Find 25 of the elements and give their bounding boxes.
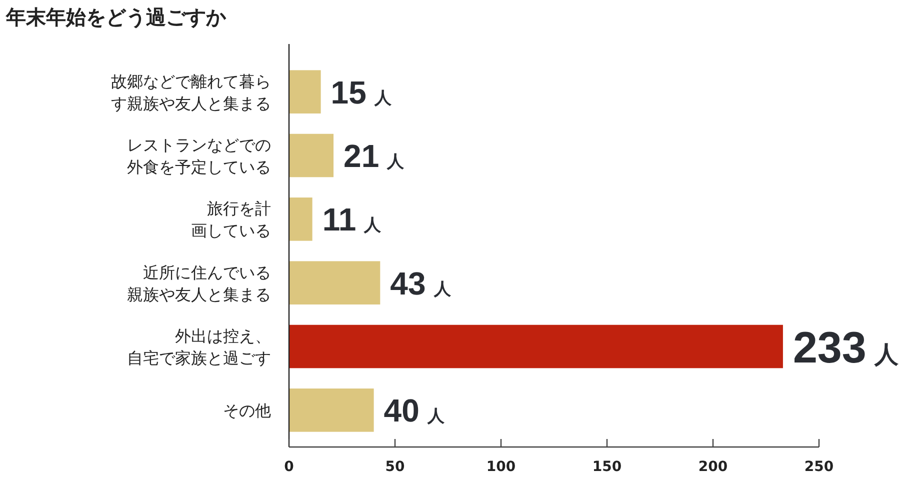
x-tick-label: 200	[698, 459, 728, 475]
bar	[289, 134, 334, 178]
data-label: 43 人	[390, 265, 452, 302]
x-tick-label: 250	[804, 459, 834, 475]
text: 年末年始をどう過ごすか	[5, 5, 227, 29]
data-label: 21 人	[344, 138, 406, 174]
y-tick-label: 旅行を計画している	[191, 199, 271, 240]
x-tick-label: 100	[486, 459, 516, 475]
data-label: 40 人	[384, 392, 446, 429]
y-tick-label: レストランなどでの外食を予定している	[127, 136, 271, 176]
y-tick-label: その他	[223, 401, 271, 420]
data-label: 15 人	[330, 74, 392, 110]
y-tick-label: 近所に住んでいる親族や友人と集まる	[127, 262, 271, 304]
bar	[289, 324, 783, 368]
data-label: 233 人	[792, 323, 900, 372]
y-tick-label: 外出は控え、自宅で家族と過ごす	[127, 326, 271, 368]
x-tick-label: 0	[284, 459, 294, 475]
data-label: 11 人	[322, 202, 382, 238]
x-tick-label: 50	[385, 459, 405, 475]
bar	[289, 70, 321, 114]
bar	[289, 261, 380, 304]
x-tick-label: 150	[592, 459, 622, 475]
bar	[289, 198, 312, 241]
bar	[289, 388, 374, 432]
y-tick-label: 故郷などで離れて暮らす親族や友人と集まる	[111, 72, 271, 113]
